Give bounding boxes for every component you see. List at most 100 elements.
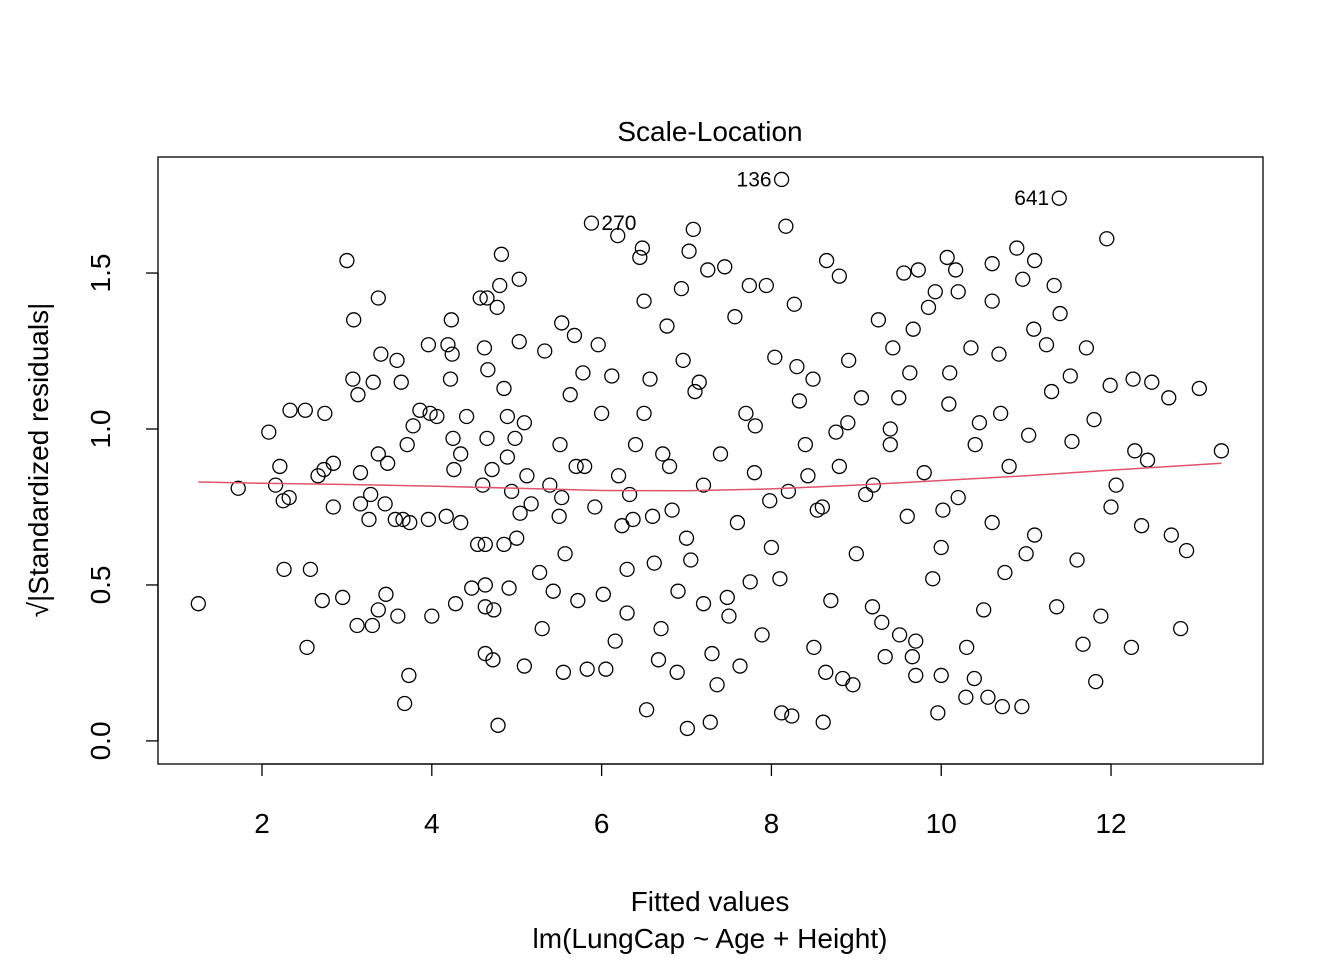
data-point xyxy=(619,605,635,621)
y-axis: 0.0 0.5 1.0 1.5 xyxy=(85,254,159,760)
data-point xyxy=(984,514,1000,531)
data-point xyxy=(853,390,870,406)
x-tick-label: 12 xyxy=(1095,808,1126,839)
data-point xyxy=(1161,390,1177,406)
data-point xyxy=(230,480,246,496)
data-point xyxy=(570,592,586,609)
data-point xyxy=(971,415,988,431)
data-point xyxy=(950,284,966,300)
data-point xyxy=(910,262,926,278)
data-point xyxy=(1125,371,1141,387)
data-point xyxy=(475,477,491,493)
data-point xyxy=(489,299,505,315)
data-point xyxy=(702,714,718,730)
data-point xyxy=(339,252,355,269)
data-point xyxy=(636,405,652,422)
data-point xyxy=(818,252,835,269)
data-point xyxy=(738,405,754,422)
data-point xyxy=(1086,411,1102,428)
data-point xyxy=(272,458,288,475)
data-point xyxy=(464,580,480,596)
data-point xyxy=(905,321,921,337)
data-point xyxy=(373,346,389,362)
data-point xyxy=(1014,698,1030,715)
x-axis-label: Fitted values xyxy=(631,886,790,917)
data-point xyxy=(531,564,548,581)
data-point xyxy=(991,346,1007,362)
data-point xyxy=(935,502,951,518)
data-point xyxy=(831,268,847,284)
chart-title: Scale-Location xyxy=(617,116,802,147)
points xyxy=(190,171,1230,737)
data-point xyxy=(902,365,918,381)
data-point xyxy=(695,596,712,612)
data-point xyxy=(492,277,508,294)
data-point xyxy=(496,536,512,553)
data-point xyxy=(727,309,743,325)
data-point xyxy=(959,639,975,655)
data-point xyxy=(363,486,379,503)
data-point xyxy=(805,371,821,387)
data-point xyxy=(490,717,506,733)
data-point xyxy=(458,408,475,425)
data-point xyxy=(393,374,409,390)
data-point xyxy=(789,358,805,375)
data-point xyxy=(420,337,437,353)
data-point xyxy=(476,340,493,356)
data-point xyxy=(1052,305,1068,322)
data-point xyxy=(930,705,946,721)
data-point xyxy=(501,580,517,596)
data-point xyxy=(587,499,603,515)
data-point xyxy=(399,436,415,453)
data-point xyxy=(1026,527,1043,543)
data-point xyxy=(908,633,924,649)
data-point xyxy=(325,455,341,471)
data-point xyxy=(438,508,454,524)
data-point xyxy=(554,315,570,331)
data-point xyxy=(507,430,523,447)
data-point xyxy=(610,468,627,484)
data-point xyxy=(1049,599,1065,615)
data-point xyxy=(607,633,623,649)
data-point xyxy=(1075,636,1091,652)
data-point xyxy=(297,402,313,418)
data-point xyxy=(429,408,445,425)
data-point xyxy=(642,371,658,387)
data-point xyxy=(621,486,638,503)
data-point xyxy=(650,652,667,668)
data-point xyxy=(1133,518,1150,534)
data-point xyxy=(864,599,881,615)
data-point xyxy=(732,658,748,674)
data-point xyxy=(390,608,406,624)
data-point xyxy=(562,387,578,403)
data-point xyxy=(659,318,675,334)
data-point xyxy=(891,627,908,643)
data-point xyxy=(882,436,898,453)
data-point xyxy=(840,415,856,431)
data-point xyxy=(1102,377,1118,393)
data-point xyxy=(899,508,915,524)
data-point xyxy=(891,390,907,406)
data-point xyxy=(551,508,567,524)
data-point xyxy=(387,511,403,528)
data-point xyxy=(484,461,500,478)
data-point xyxy=(1069,552,1085,568)
x-tick-label: 8 xyxy=(764,808,780,839)
data-point xyxy=(370,446,386,462)
data-point xyxy=(1026,252,1043,269)
data-point xyxy=(700,262,716,278)
data-point xyxy=(595,586,611,602)
data-point xyxy=(758,277,774,294)
data-point xyxy=(190,596,206,612)
data-point xyxy=(302,561,319,578)
data-point xyxy=(653,620,669,637)
data-point xyxy=(664,502,680,518)
data-point xyxy=(261,424,277,440)
x-tick-label: 4 xyxy=(424,808,440,839)
data-point xyxy=(402,514,418,531)
data-point xyxy=(993,405,1009,422)
data-point xyxy=(1088,674,1104,690)
data-point xyxy=(477,536,493,553)
data-point xyxy=(828,424,844,440)
